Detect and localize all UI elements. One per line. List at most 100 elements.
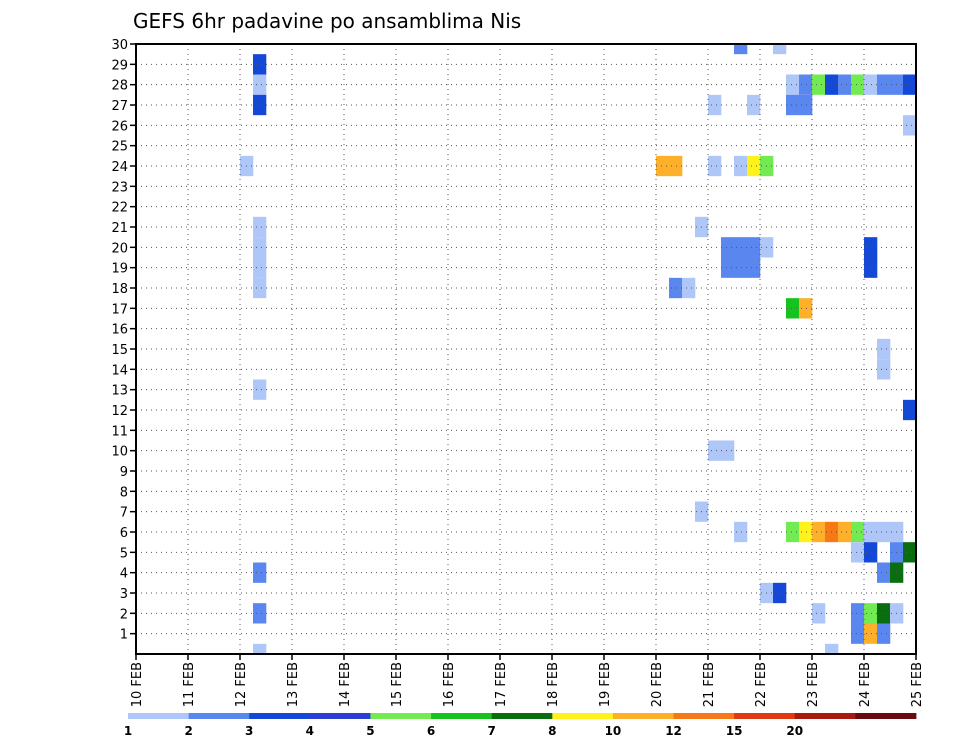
precip-cell <box>903 399 917 421</box>
precip-cell <box>253 54 267 75</box>
precip-cell <box>786 74 800 95</box>
precip-cell <box>812 74 826 95</box>
precip-cell <box>864 603 878 624</box>
y-tick-label: 8 <box>120 485 128 500</box>
x-tick-label: 20 FEB <box>650 662 665 707</box>
colorbar-label: 4 <box>306 724 314 738</box>
precip-cell <box>773 582 787 604</box>
y-tick-label: 10 <box>111 445 128 460</box>
precip-cell <box>747 155 761 177</box>
colorbar-label: 8 <box>548 724 556 738</box>
precip-cell <box>877 359 891 380</box>
precip-cell <box>786 521 800 543</box>
precip-cell <box>825 643 839 654</box>
precip-cell <box>877 603 891 624</box>
y-tick-label: 13 <box>111 384 128 399</box>
precip-cell <box>708 440 722 461</box>
colorbar-label: 15 <box>726 724 743 738</box>
y-tick-label: 30 <box>111 38 128 53</box>
y-tick-label: 7 <box>120 506 128 521</box>
precip-cell <box>734 237 748 258</box>
colorbar-swatch <box>188 713 250 719</box>
x-tick-label: 24 FEB <box>858 662 873 707</box>
precip-cell <box>877 338 891 360</box>
x-tick-label: 12 FEB <box>234 662 249 707</box>
precip-cells <box>240 44 917 654</box>
y-tick-label: 9 <box>120 465 128 480</box>
y-tick-label: 17 <box>111 302 128 317</box>
precip-cell <box>877 623 891 644</box>
precip-cell <box>747 257 761 278</box>
precip-cell <box>851 623 865 644</box>
x-tick-label: 21 FEB <box>702 662 717 707</box>
y-tick-label: 22 <box>111 201 128 216</box>
precip-cell <box>721 257 735 278</box>
precip-cell <box>864 521 878 543</box>
precip-cell <box>747 94 761 116</box>
precip-cell <box>864 74 878 95</box>
precip-cell <box>708 155 722 177</box>
precip-cell <box>253 603 267 624</box>
precip-cell <box>864 237 878 258</box>
y-tick-label: 19 <box>111 262 128 277</box>
precip-cell <box>669 277 683 299</box>
precip-cell <box>734 257 748 278</box>
y-tick-label: 20 <box>111 241 128 256</box>
precip-cell <box>799 74 813 95</box>
precip-cell <box>253 74 267 95</box>
precip-cell <box>851 521 865 543</box>
precip-cell <box>253 277 267 299</box>
y-tick-label: 6 <box>120 526 128 541</box>
colorbar-swatch <box>249 713 311 719</box>
y-tick-label: 2 <box>120 607 128 622</box>
y-tick-label: 18 <box>111 282 128 297</box>
colorbar-swatch <box>309 713 371 719</box>
colorbar-label: 6 <box>427 724 435 738</box>
precip-cell <box>253 562 267 583</box>
precip-cell <box>773 44 787 55</box>
precip-cell <box>877 74 891 95</box>
colorbar-label: 1 <box>124 724 132 738</box>
precip-cell <box>786 94 800 116</box>
x-tick-label: 11 FEB <box>182 662 197 707</box>
colorbar-swatch <box>855 713 917 719</box>
colorbar-label: 20 <box>786 724 803 738</box>
y-tick-label: 27 <box>111 99 128 114</box>
x-tick-label: 17 FEB <box>494 662 509 707</box>
colorbar-swatch <box>491 713 553 719</box>
precip-cell <box>903 542 917 563</box>
x-tick-label: 22 FEB <box>754 662 769 707</box>
precip-cell <box>851 603 865 624</box>
x-tick-label: 10 FEB <box>130 662 145 707</box>
y-tick-label: 15 <box>111 343 128 358</box>
precip-cell <box>838 74 852 95</box>
precip-cell <box>799 521 813 543</box>
precip-cell <box>253 379 267 400</box>
precip-cell <box>253 94 267 116</box>
x-tick-label: 25 FEB <box>910 662 925 707</box>
y-tick-label: 28 <box>111 79 128 94</box>
precip-cell <box>799 94 813 116</box>
colorbar-label: 10 <box>605 724 622 738</box>
x-tick-label: 15 FEB <box>390 662 405 707</box>
x-tick-label: 18 FEB <box>546 662 561 707</box>
y-axis-ticks: 1234567891011121314151617181920212223242… <box>111 38 136 643</box>
precip-cell <box>838 521 852 543</box>
colorbar-swatch <box>673 713 735 719</box>
y-tick-label: 26 <box>111 119 128 134</box>
precip-cell <box>253 237 267 258</box>
colorbar-swatch <box>370 713 432 719</box>
precip-cell <box>812 603 826 624</box>
precip-cell <box>747 237 761 258</box>
precip-cell <box>864 623 878 644</box>
y-tick-label: 14 <box>111 363 128 378</box>
precip-cell <box>864 257 878 278</box>
chart-title: GEFS 6hr padavine po ansamblima Nis <box>133 9 521 33</box>
y-tick-label: 1 <box>120 628 128 643</box>
colorbar-label: 12 <box>665 724 682 738</box>
y-tick-label: 12 <box>111 404 128 419</box>
colorbar-swatch <box>734 713 796 719</box>
precip-cell <box>734 44 748 55</box>
x-axis-ticks: 10 FEB 11 FEB 12 FEB 13 FEB 14 FEB 15 FEB 16 F… <box>130 654 925 707</box>
